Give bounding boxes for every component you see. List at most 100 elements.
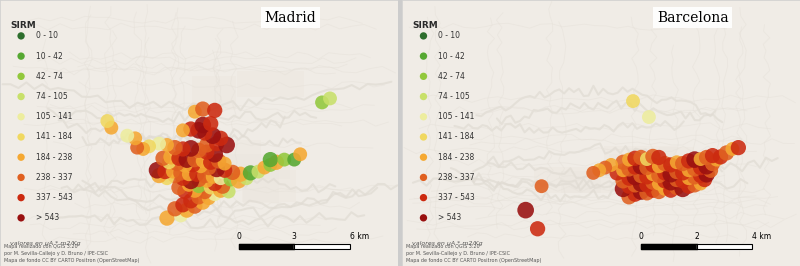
Point <box>196 159 209 163</box>
Point <box>14 94 27 99</box>
Point <box>519 208 532 212</box>
Point <box>185 199 198 203</box>
Point <box>634 181 647 186</box>
Text: 74 - 105: 74 - 105 <box>36 92 67 101</box>
Text: 4 km: 4 km <box>752 232 771 241</box>
Point <box>704 168 717 172</box>
Point <box>531 227 544 231</box>
Text: Mapa realizado con QGIS 3.20
por M. Sevilla-Callejo y D. Bruno / IPE-CSIC
Mapa d: Mapa realizado con QGIS 3.20 por M. Sevi… <box>406 244 542 263</box>
Bar <box>643 158 715 178</box>
Point <box>200 179 213 183</box>
Point <box>169 207 182 211</box>
Point <box>670 160 683 164</box>
Text: 105 - 141: 105 - 141 <box>438 112 474 121</box>
Point <box>417 155 430 159</box>
Point <box>218 161 231 166</box>
Point <box>14 155 27 159</box>
Point <box>629 183 642 187</box>
Point <box>193 128 205 132</box>
Text: 238 - 337: 238 - 337 <box>36 173 72 182</box>
Point <box>622 167 635 171</box>
Point <box>198 189 211 194</box>
Point <box>670 177 683 182</box>
Point <box>174 213 187 218</box>
Point <box>720 151 733 155</box>
Point <box>198 173 211 178</box>
Text: 141 - 184: 141 - 184 <box>438 132 474 142</box>
Point <box>682 159 695 163</box>
Point <box>232 179 245 183</box>
Point <box>706 161 719 166</box>
Point <box>244 171 257 175</box>
Text: 3: 3 <box>292 232 297 241</box>
Point <box>658 179 671 183</box>
Point <box>694 173 707 178</box>
Text: 10 - 42: 10 - 42 <box>36 52 62 61</box>
Point <box>710 157 723 162</box>
Point <box>670 185 683 190</box>
Point <box>634 155 647 160</box>
Point <box>694 165 707 170</box>
Bar <box>604 146 677 176</box>
Point <box>157 156 170 160</box>
Point <box>622 157 635 162</box>
Point <box>700 164 713 168</box>
Bar <box>237 71 304 97</box>
Point <box>658 161 671 166</box>
Text: 184 - 238: 184 - 238 <box>438 153 474 162</box>
Text: 42 - 74: 42 - 74 <box>438 72 465 81</box>
Point <box>664 172 677 176</box>
Point <box>208 181 221 186</box>
Point <box>161 143 174 147</box>
Point <box>676 161 689 166</box>
Point <box>177 147 190 151</box>
Point <box>185 146 198 151</box>
Point <box>682 184 695 188</box>
Point <box>417 74 430 78</box>
Text: Mapa realizado con QGIS 3.20
por M. Sevilla-Callejo y D. Bruno / IPE-CSIC
Mapa d: Mapa realizado con QGIS 3.20 por M. Sevi… <box>4 244 139 263</box>
Bar <box>610 154 663 190</box>
Point <box>700 155 713 160</box>
Point <box>169 173 182 178</box>
Text: 42 - 74: 42 - 74 <box>36 72 62 81</box>
Point <box>178 163 191 167</box>
Point <box>622 176 635 180</box>
Point <box>210 167 223 171</box>
Text: 184 - 238: 184 - 238 <box>36 153 72 162</box>
Point <box>200 150 213 154</box>
Point <box>196 123 209 127</box>
Point <box>186 163 199 167</box>
Point <box>181 208 194 212</box>
Point <box>622 184 635 188</box>
Point <box>158 169 171 174</box>
Point <box>14 74 27 78</box>
Point <box>264 157 277 162</box>
Text: 238 - 337: 238 - 337 <box>438 173 474 182</box>
Point <box>706 153 719 158</box>
Point <box>166 169 179 174</box>
Point <box>181 157 194 162</box>
Point <box>646 154 659 159</box>
Point <box>664 180 677 184</box>
Point <box>220 143 233 147</box>
Text: Barcelona: Barcelona <box>657 11 729 25</box>
Point <box>193 184 205 188</box>
Point <box>629 165 642 169</box>
Point <box>214 136 227 140</box>
Point <box>288 157 301 162</box>
Point <box>216 184 229 188</box>
Point <box>278 157 290 162</box>
Point <box>234 172 247 176</box>
Point <box>617 168 630 172</box>
Point <box>617 160 630 164</box>
Point <box>202 196 215 200</box>
Point <box>646 172 659 176</box>
Bar <box>534 167 601 193</box>
Point <box>535 184 548 188</box>
Point <box>417 94 430 99</box>
Point <box>162 160 175 164</box>
Point <box>726 147 739 151</box>
Text: 0: 0 <box>236 232 241 241</box>
Text: valores en μA * m2/Kg: valores en μA * m2/Kg <box>10 241 81 246</box>
Point <box>688 183 701 187</box>
